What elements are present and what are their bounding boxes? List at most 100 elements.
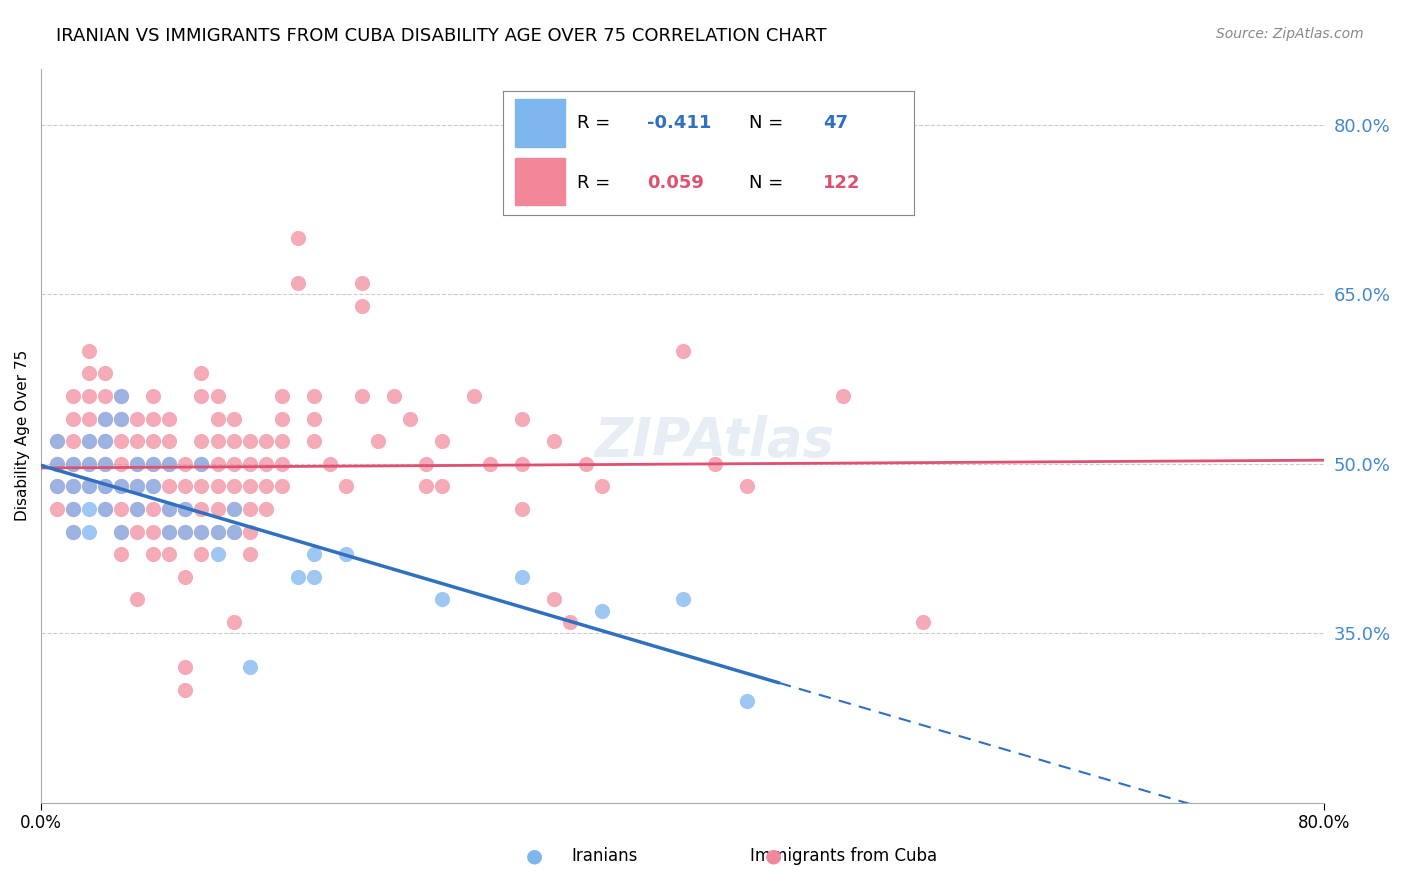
Point (207, 547, 229, 561)
Point (110, 389, 132, 403)
Point (77, 502, 100, 516)
Point (46, 479, 69, 493)
Point (672, 592, 695, 607)
Point (142, 434, 165, 449)
Point (77, 367, 100, 381)
Point (62, 411, 84, 425)
Point (543, 434, 565, 449)
Point (157, 524, 180, 539)
Point (62, 479, 84, 493)
Point (190, 457, 212, 471)
Point (270, 434, 292, 449)
Point (94, 434, 117, 449)
Point (62, 479, 84, 493)
Point (302, 570, 325, 584)
Point (543, 592, 565, 607)
Point (239, 502, 262, 516)
Point (110, 411, 132, 425)
Point (735, 479, 758, 493)
Point (463, 389, 485, 403)
Point (77, 411, 100, 425)
Point (174, 524, 197, 539)
Point (591, 479, 613, 493)
Point (415, 479, 437, 493)
Point (302, 389, 325, 403)
Point (62, 524, 84, 539)
Point (77, 524, 100, 539)
Point (207, 389, 229, 403)
Point (510, 570, 533, 584)
Point (239, 660, 262, 674)
Point (110, 524, 132, 539)
Point (110, 502, 132, 516)
Point (110, 479, 132, 493)
Point (832, 389, 855, 403)
Point (207, 411, 229, 425)
Point (591, 604, 613, 618)
Point (222, 411, 245, 425)
Point (270, 479, 292, 493)
Point (254, 502, 277, 516)
Point (94, 502, 117, 516)
Point (157, 457, 180, 471)
Point (77, 457, 100, 471)
Point (142, 457, 165, 471)
Point (254, 479, 277, 493)
Text: ●: ● (526, 847, 543, 866)
Point (174, 457, 197, 471)
Point (239, 479, 262, 493)
Point (222, 479, 245, 493)
Text: IRANIAN VS IMMIGRANTS FROM CUBA DISABILITY AGE OVER 75 CORRELATION CHART: IRANIAN VS IMMIGRANTS FROM CUBA DISABILI… (56, 27, 827, 45)
Point (335, 547, 357, 561)
Point (174, 660, 197, 674)
Point (382, 389, 405, 403)
Point (190, 367, 212, 381)
Point (62, 457, 84, 471)
Point (703, 457, 725, 471)
Point (142, 457, 165, 471)
Point (157, 457, 180, 471)
Point (190, 547, 212, 561)
Point (127, 524, 149, 539)
Point (239, 434, 262, 449)
Point (62, 524, 84, 539)
Point (127, 457, 149, 471)
Point (207, 502, 229, 516)
Point (94, 367, 117, 381)
Point (190, 479, 212, 493)
Point (430, 434, 453, 449)
Point (190, 524, 212, 539)
Text: ●: ● (765, 847, 782, 866)
Point (62, 502, 84, 516)
Point (46, 502, 69, 516)
Point (399, 411, 422, 425)
Point (127, 457, 149, 471)
Point (94, 502, 117, 516)
Point (430, 592, 453, 607)
Point (77, 434, 100, 449)
Point (174, 570, 197, 584)
Point (142, 479, 165, 493)
Point (207, 457, 229, 471)
Point (46, 457, 69, 471)
Point (94, 479, 117, 493)
Point (270, 457, 292, 471)
Point (190, 524, 212, 539)
Point (287, 231, 309, 245)
Y-axis label: Disability Age Over 75: Disability Age Over 75 (15, 350, 30, 521)
Point (127, 502, 149, 516)
Point (174, 479, 197, 493)
Point (239, 457, 262, 471)
Point (222, 502, 245, 516)
Point (415, 457, 437, 471)
Point (560, 615, 582, 629)
Point (254, 457, 277, 471)
Point (77, 343, 100, 358)
Point (127, 592, 149, 607)
Point (222, 434, 245, 449)
Point (302, 434, 325, 449)
Point (239, 547, 262, 561)
Point (350, 299, 373, 313)
Point (110, 434, 132, 449)
Point (46, 434, 69, 449)
